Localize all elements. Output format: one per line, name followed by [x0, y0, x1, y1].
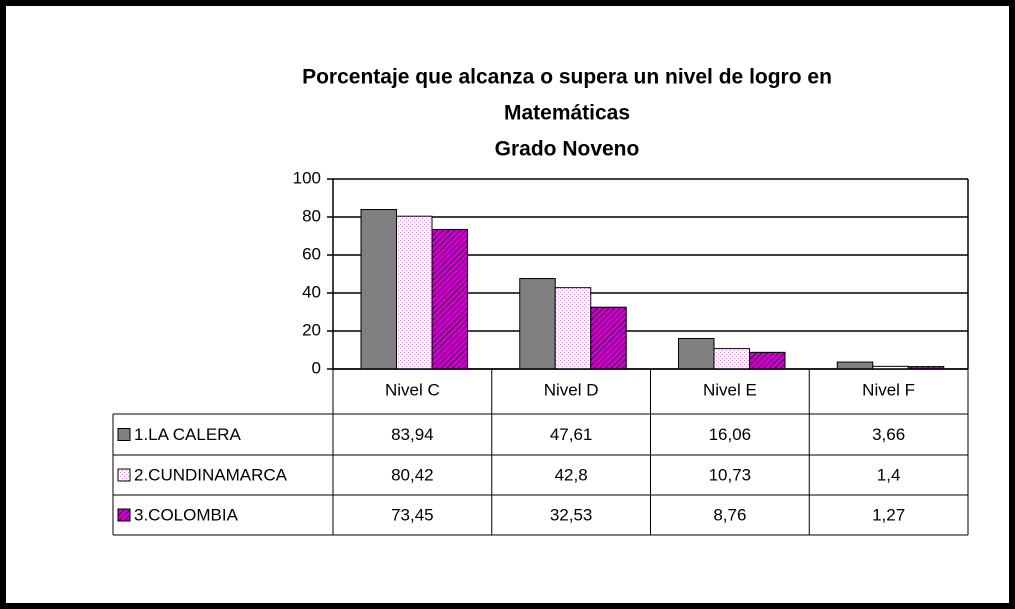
- y-tick-label: 60: [302, 244, 321, 263]
- x-tick-label: Nivel F: [862, 380, 915, 399]
- bar: [554, 287, 592, 370]
- table-cell: 83,94: [391, 425, 434, 444]
- title-line: Grado Noveno: [495, 138, 640, 161]
- table-cell: 3,66: [872, 425, 905, 444]
- y-tick-label: 100: [293, 168, 321, 187]
- bar: [360, 209, 397, 370]
- table-cell: 42,8: [555, 465, 588, 484]
- table-cell: 16,06: [709, 425, 752, 444]
- bar: [519, 278, 556, 370]
- legend-label: 1.LA CALERA: [134, 425, 241, 444]
- legend-label: 3.COLOMBIA: [134, 505, 239, 524]
- bar: [396, 215, 433, 370]
- bar: [836, 361, 874, 370]
- table-cell: 32,53: [550, 505, 593, 524]
- table-cell: 10,73: [709, 465, 752, 484]
- y-tick-label: 0: [312, 358, 321, 377]
- table-cell: 80,42: [391, 465, 434, 484]
- table-cell: 47,61: [550, 425, 593, 444]
- y-tick-label: 80: [302, 206, 321, 225]
- bar: [678, 337, 715, 370]
- bar: [749, 351, 786, 370]
- x-tick-label: Nivel E: [703, 380, 757, 399]
- x-tick-label: Nivel C: [385, 380, 440, 399]
- legend-label: 2.CUNDINAMARCA: [134, 465, 288, 484]
- y-tick-label: 20: [302, 320, 321, 339]
- legend-swatch: [117, 428, 131, 441]
- title-line: Matemáticas: [504, 102, 630, 125]
- table-cell: 1,4: [877, 465, 901, 484]
- legend-swatch: [117, 508, 131, 522]
- x-tick-label: Nivel D: [544, 380, 599, 399]
- bar: [590, 306, 627, 370]
- table-cell: 8,76: [713, 505, 746, 524]
- legend-swatch: [117, 468, 131, 482]
- chart-title: Porcentaje que alcanza o supera un nivel…: [302, 66, 832, 161]
- bar: [431, 228, 468, 370]
- bar: [713, 348, 750, 370]
- table-cell: 73,45: [391, 505, 434, 524]
- y-tick-label: 40: [302, 282, 321, 301]
- table-cell: 1,27: [872, 505, 905, 524]
- title-line: Porcentaje que alcanza o supera un nivel…: [302, 66, 832, 89]
